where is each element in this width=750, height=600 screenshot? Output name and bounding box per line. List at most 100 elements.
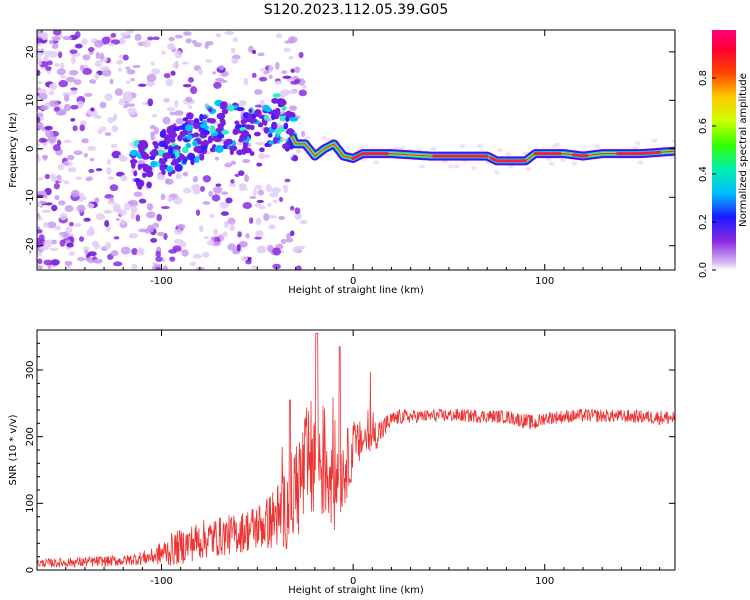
noise-blob (267, 202, 272, 207)
noise-blob (54, 225, 62, 231)
noise-blob (55, 110, 66, 116)
noise-blob (93, 114, 102, 119)
noise-blob (151, 113, 158, 118)
noise-blob (131, 263, 138, 270)
noise-blob (37, 116, 41, 124)
noise-blob (69, 49, 78, 54)
noise-blob (94, 197, 100, 204)
ridge-blob (240, 130, 250, 138)
ridge-blob (234, 120, 240, 125)
noise-blob (63, 139, 72, 144)
colorbar-tick-label: 0.0 (698, 262, 709, 278)
noise-blob (156, 174, 166, 181)
ridge-blob (214, 145, 224, 153)
noise-blob (63, 103, 72, 112)
noise-blob (52, 36, 61, 42)
noise-blob (238, 170, 245, 176)
noise-blob (268, 64, 274, 73)
halo-blob (476, 143, 483, 148)
noise-blob (167, 43, 176, 50)
noise-blob (48, 39, 54, 45)
snr-ylabel: SNR (10 * v/v) (8, 414, 19, 485)
noise-blob (37, 69, 41, 77)
x-tick-label: -100 (150, 276, 173, 287)
noise-blob (281, 70, 288, 74)
noise-blob (94, 72, 100, 80)
noise-blob (74, 31, 81, 39)
noise-blob (60, 75, 67, 79)
noise-blob (79, 64, 85, 72)
noise-blob (54, 195, 60, 201)
ridge-blob (193, 146, 202, 153)
ridge-blob (145, 170, 154, 178)
colorbar: 0.0 0.2 0.4 0.6 0.8 Normalized spectral ampl… (698, 30, 749, 278)
noise-blob (129, 141, 135, 147)
noise-blob (66, 242, 74, 248)
y-tick-label: 200 (25, 427, 36, 446)
ridge-blob (264, 142, 270, 148)
noise-blob (63, 94, 70, 102)
noise-blob (280, 238, 286, 245)
noise-blob (181, 61, 189, 65)
ridge-blob (217, 123, 224, 130)
noise-blob (168, 36, 175, 42)
noise-blob (42, 221, 49, 228)
noise-blob (256, 199, 264, 204)
noise-blob (123, 91, 133, 99)
ridge-blob (265, 106, 272, 113)
halo-blob (430, 146, 437, 151)
noise-blob (222, 231, 228, 238)
noise-blob (51, 204, 58, 212)
noise-blob (280, 89, 290, 96)
noise-blob (160, 193, 166, 201)
ridge-blob (139, 163, 149, 169)
noise-blob (252, 188, 258, 197)
noise-blob (79, 192, 85, 199)
noise-blob (73, 79, 82, 85)
noise-blob (137, 160, 146, 165)
noise-blob (58, 200, 66, 206)
noise-blob (155, 256, 163, 263)
y-tick-label: 0 (25, 146, 36, 152)
noise-blob (251, 265, 260, 269)
ridge-blob (166, 165, 173, 173)
noise-blob (84, 248, 89, 255)
noise-blob (163, 72, 171, 79)
ridge-blob (168, 131, 178, 139)
ridge-blob (253, 109, 262, 117)
ridge-blob (134, 178, 141, 183)
ridge-peak (489, 156, 528, 163)
noise-blob (284, 40, 292, 44)
y-tick-label: 100 (25, 494, 36, 513)
noise-blob (198, 225, 204, 233)
noise-blob (294, 207, 301, 215)
ridge-blob (184, 124, 194, 132)
ridge-blob (159, 164, 165, 171)
noise-blob (75, 176, 82, 180)
noise-blob (70, 56, 76, 65)
noise-blob (72, 125, 78, 132)
noise-blob (149, 124, 156, 130)
snr-xlabel: Height of straight line (km) (288, 585, 424, 596)
noise-blob (123, 202, 131, 211)
noise-blob (128, 232, 139, 239)
x-tick-label: 0 (350, 576, 356, 587)
ridge-blob (229, 145, 238, 152)
noise-blob (112, 113, 118, 121)
noise-blob (272, 263, 281, 270)
noise-blob (173, 196, 183, 205)
halo-blob (559, 157, 566, 162)
noise-blob (249, 195, 257, 200)
noise-blob (92, 258, 103, 264)
noise-blob (263, 70, 270, 75)
ridge-blob (220, 104, 226, 110)
noise-blob (274, 80, 283, 85)
ridge-blob (141, 172, 147, 178)
noise-blob (227, 217, 236, 225)
noise-blob (95, 52, 101, 59)
noise-blob (38, 92, 48, 101)
halo-blob (571, 161, 578, 166)
noise-blob (88, 51, 94, 55)
noise-blob (211, 194, 221, 202)
